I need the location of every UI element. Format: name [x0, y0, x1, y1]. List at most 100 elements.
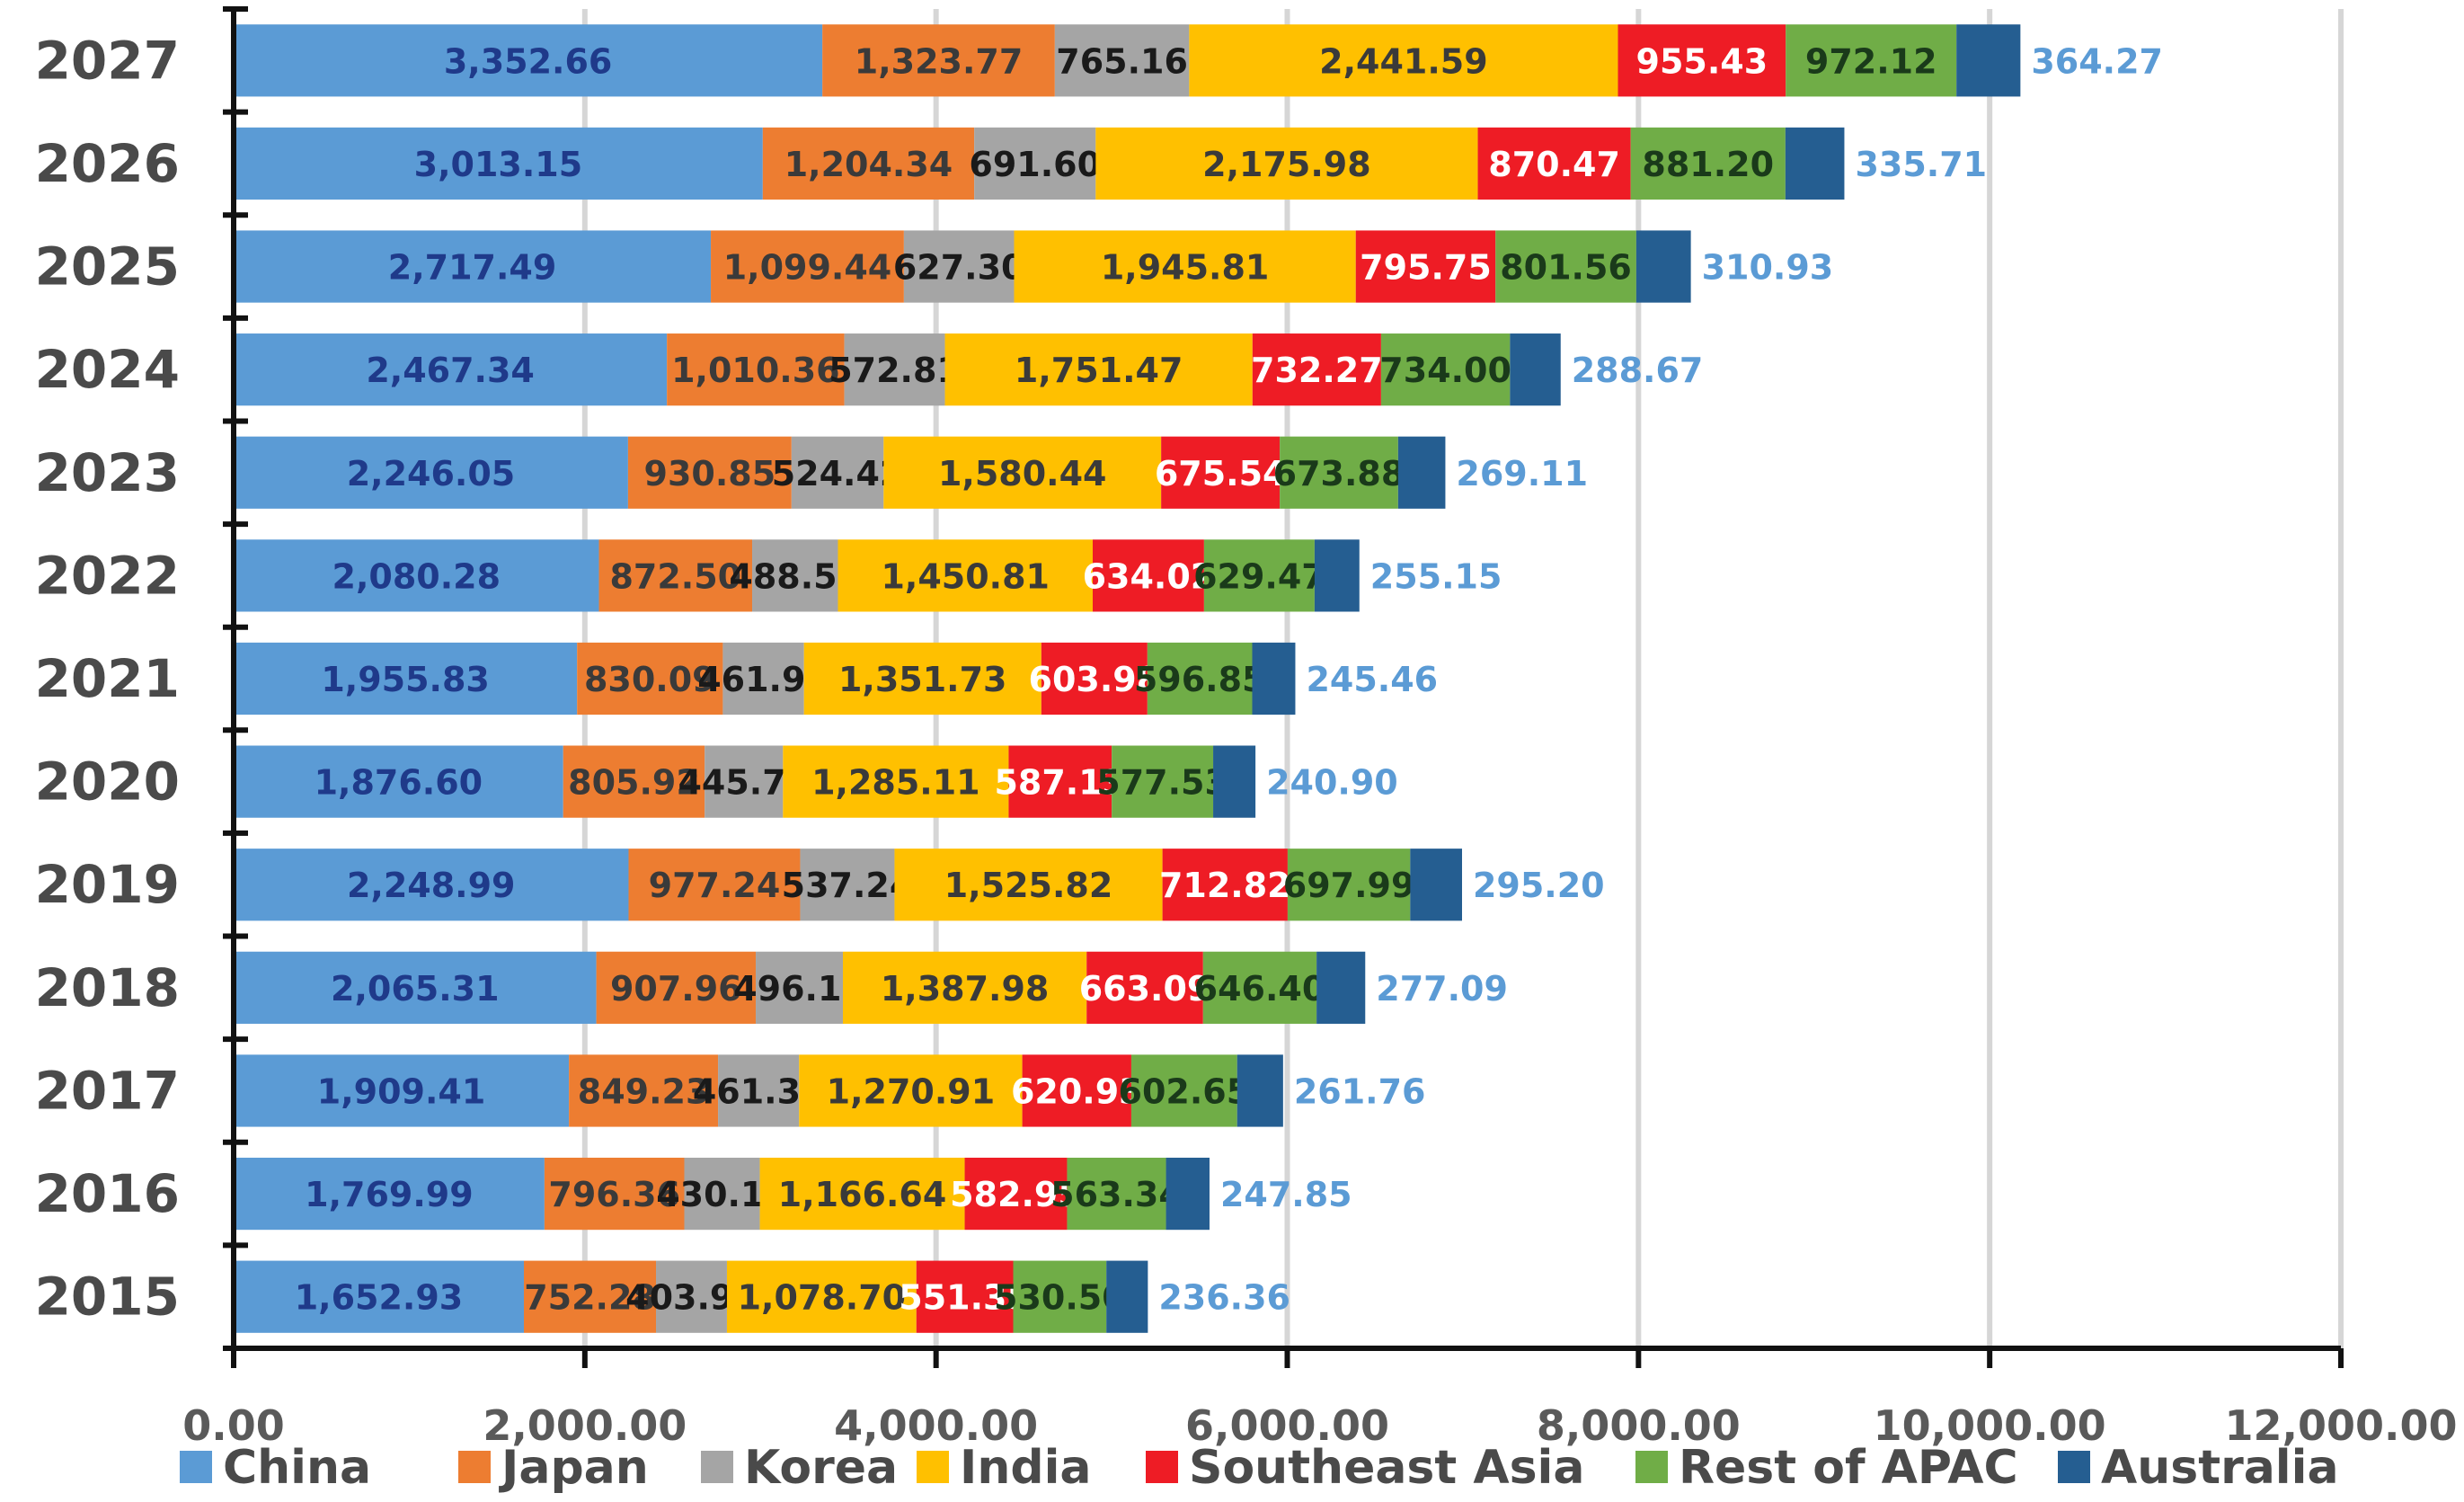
bars: 3,352.66 1,323.77 765.16 2,441.59 955.43 972.…	[234, 24, 2163, 1333]
data-label: 2,175.98	[1202, 145, 1371, 184]
legend-label: China	[223, 1441, 371, 1495]
data-label: 2,441.59	[1319, 41, 1488, 81]
bar-segment-australia	[1236, 1054, 1283, 1127]
data-label: 977.24	[649, 866, 781, 905]
bar-segment-japan	[711, 230, 904, 303]
bar-segment-rest-of-apac	[1287, 849, 1411, 921]
data-label: 537.24	[782, 866, 914, 905]
data-label: 572.81	[829, 351, 961, 390]
year-label: 2025	[35, 236, 180, 298]
bar-segment-japan	[627, 436, 792, 509]
data-label: 1,876.60	[315, 763, 483, 803]
bar-segment-australia	[1166, 1157, 1210, 1231]
data-label: 805.92	[568, 763, 700, 803]
bar-segment-southeast-asia	[1041, 642, 1148, 715]
legend-label: Australia	[2101, 1441, 2339, 1495]
bar-segment-china	[234, 1157, 545, 1231]
data-label: 712.82	[1159, 866, 1291, 905]
axes	[223, 6, 2344, 1368]
data-label: 295.20	[1473, 866, 1605, 905]
data-label: 691.60	[969, 145, 1101, 184]
bar-segment-australia	[1410, 849, 1462, 921]
bar-segment-japan	[563, 745, 705, 818]
bar-segment-china	[234, 24, 823, 97]
data-label: 801.56	[1500, 248, 1632, 288]
bar-segment-southeast-asia	[916, 1260, 1014, 1333]
bar-segment-southeast-asia	[1355, 230, 1496, 303]
bar-segment-rest-of-apac	[1380, 333, 1511, 406]
bar-segment-southeast-asia	[964, 1157, 1068, 1231]
data-label: 2,080.28	[332, 556, 501, 596]
bar-segment-india	[726, 1260, 917, 1333]
legend: China Japan Korea India Southeast Asia Rest o…	[180, 1441, 2339, 1495]
data-label: 1,270.91	[827, 1071, 996, 1111]
year-labels: 2027 2026 2025 2024 2023 2022 2021 2020 2019 2018…	[35, 30, 180, 1327]
data-label: 955.43	[1636, 41, 1768, 81]
data-label: 1,525.82	[944, 866, 1113, 905]
data-label: 1,204.34	[784, 145, 953, 184]
bar-segment-southeast-asia	[1477, 127, 1631, 200]
x-tick-label: 4,000.00	[834, 1401, 1038, 1450]
year-label: 2018	[35, 957, 180, 1018]
bar-segment-australia	[1510, 333, 1561, 406]
bar-segment-china	[234, 333, 668, 406]
bar-segment-southeast-asia	[1086, 951, 1203, 1024]
bar-segment-japan	[524, 1260, 657, 1333]
bar-segment-rest-of-apac	[1202, 951, 1317, 1024]
data-label: 582.95	[950, 1175, 1082, 1214]
data-label: 524.42	[772, 454, 904, 493]
bar-segment-korea	[844, 333, 945, 406]
bar-segment-australia	[1106, 1260, 1148, 1333]
data-label: 663.09	[1079, 969, 1211, 1009]
bar-segment-rest-of-apac	[1130, 1054, 1237, 1127]
x-tick-label: 6,000.00	[1185, 1401, 1389, 1450]
bar-segment-india	[799, 1054, 1023, 1127]
data-label: 3,352.66	[444, 41, 613, 81]
x-tick-labels: 0.00 2,000.00 4,000.00 6,000.00 8,000.00 10,0…	[182, 1401, 2457, 1450]
bar-segment-japan	[596, 951, 757, 1024]
bar-segment-china	[234, 951, 597, 1024]
bar-segment-china	[234, 849, 629, 921]
data-label: 288.67	[1572, 351, 1704, 390]
data-label: 247.85	[1220, 1175, 1352, 1214]
data-label: 849.23	[578, 1071, 710, 1111]
bar-segment-india	[842, 951, 1087, 1024]
bar-segment-southeast-asia	[1161, 436, 1281, 509]
bar-segment-india	[803, 642, 1041, 715]
data-label: 1,652.93	[295, 1278, 464, 1318]
bar-segment-rest-of-apac	[1013, 1260, 1107, 1333]
bar-segment-korea	[1054, 24, 1190, 97]
year-label: 2021	[35, 648, 180, 709]
data-label: 240.90	[1266, 763, 1398, 803]
x-tick-label: 2,000.00	[483, 1401, 687, 1450]
bar-segment-japan	[667, 333, 845, 406]
bar-segment-korea	[974, 127, 1096, 200]
bar-segment-rest-of-apac	[1786, 24, 1957, 97]
bar-segment-india	[783, 745, 1009, 818]
data-label: 697.99	[1283, 866, 1415, 905]
data-label: 1,751.47	[1015, 351, 1183, 390]
bar-segment-india	[944, 333, 1253, 406]
data-label: 310.93	[1702, 248, 1834, 288]
data-label: 1,078.70	[738, 1278, 907, 1318]
legend-swatch	[1635, 1451, 1668, 1483]
bar-segment-korea	[903, 230, 1015, 303]
bar-segment-rest-of-apac	[1280, 436, 1398, 509]
data-label: 1,580.44	[938, 454, 1107, 493]
bar-segment-india	[1095, 127, 1478, 200]
bar-segment-korea	[656, 1260, 727, 1333]
legend-swatch	[180, 1451, 212, 1483]
data-label: 732.27	[1251, 351, 1383, 390]
data-label: 577.53	[1096, 763, 1228, 803]
year-label: 2026	[35, 133, 180, 194]
data-label: 261.76	[1294, 1071, 1426, 1111]
bar-segment-rest-of-apac	[1630, 127, 1786, 200]
bar-segment-japan	[577, 642, 723, 715]
bar-segment-southeast-asia	[1162, 849, 1288, 921]
data-label: 269.11	[1456, 454, 1588, 493]
bar-segment-japan	[598, 539, 753, 612]
bar-segment-southeast-asia	[1092, 539, 1204, 612]
data-label: 1,450.81	[881, 556, 1050, 596]
year-label: 2016	[35, 1163, 180, 1224]
